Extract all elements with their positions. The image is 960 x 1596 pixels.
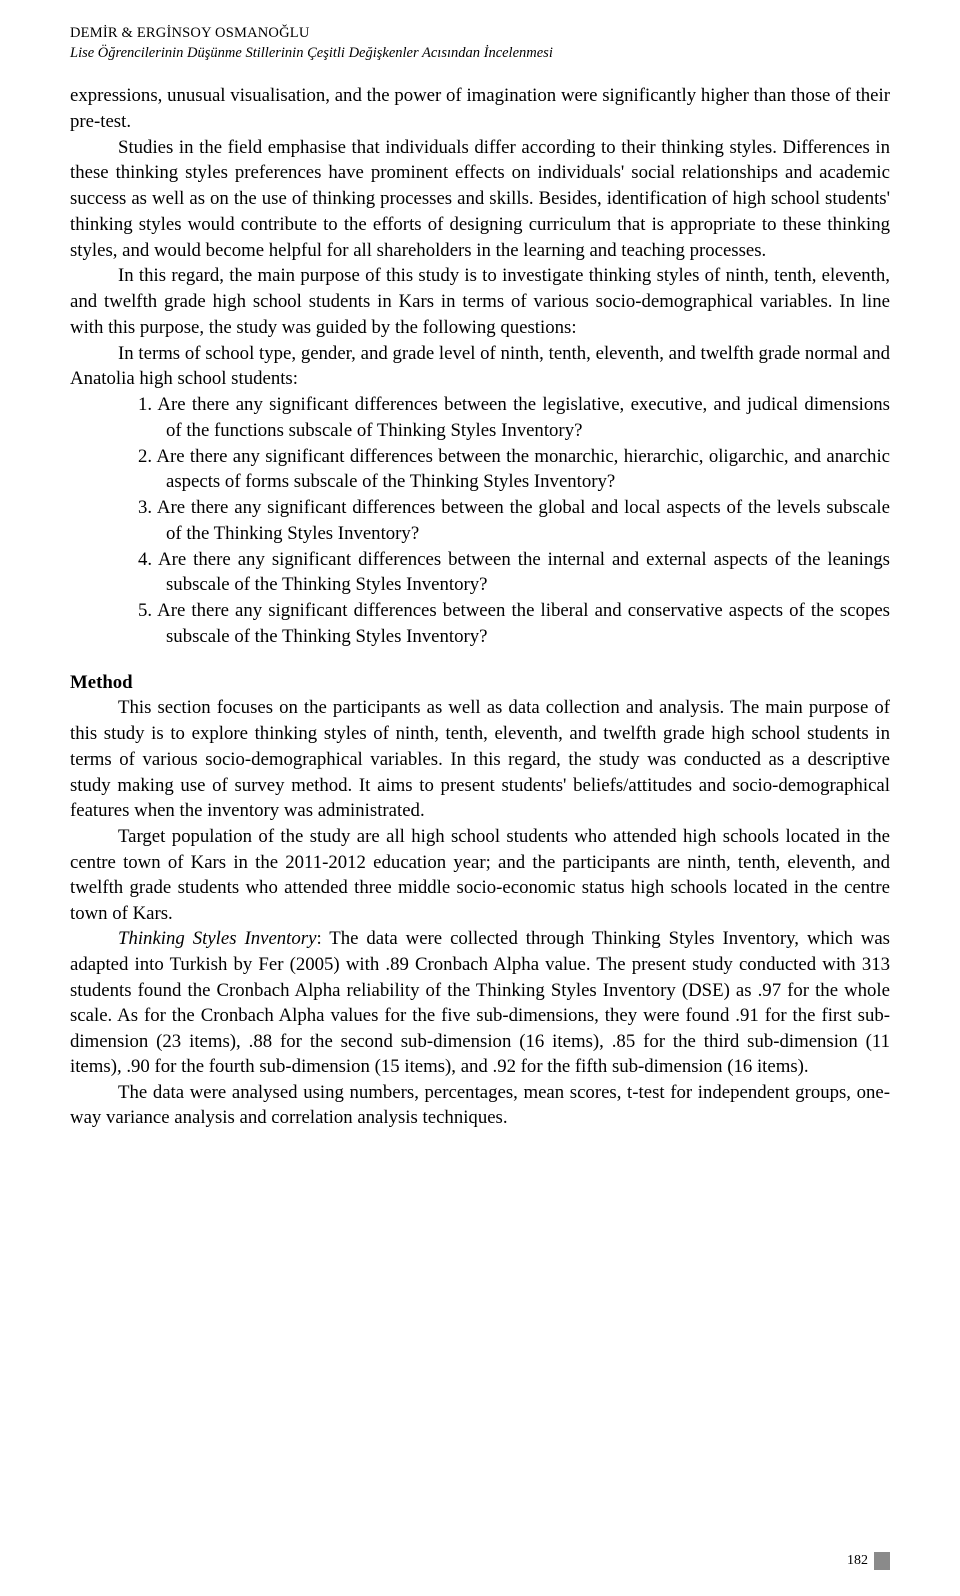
method-p1: This section focuses on the participants…	[70, 695, 890, 824]
page: DEMİR & ERGİNSOY OSMANOĞLU Lise Öğrencil…	[0, 0, 960, 1596]
running-head-authors: DEMİR & ERGİNSOY OSMANOĞLU	[70, 24, 890, 44]
page-footer: 182	[847, 1552, 890, 1570]
paragraph-intro-2: Studies in the field emphasise that indi…	[70, 135, 890, 264]
body-text: expressions, unusual visualisation, and …	[70, 83, 890, 1131]
running-head: DEMİR & ERGİNSOY OSMANOĞLU Lise Öğrencil…	[70, 24, 890, 63]
method-block: Target population of the study are all h…	[70, 824, 890, 1131]
list-item: 1. Are there any significant differences…	[70, 392, 890, 444]
paragraph-intro-3: In this regard, the main purpose of this…	[70, 263, 890, 340]
running-head-subtitle: Lise Öğrencilerinin Düşünme Stillerinin …	[70, 44, 890, 64]
method-heading: Method	[70, 670, 890, 696]
list-item: 2. Are there any significant differences…	[70, 444, 890, 496]
method-p3-lead: Thinking Styles Inventory	[118, 928, 316, 949]
list-item: 4. Are there any significant differences…	[70, 547, 890, 599]
method-p4: The data were analysed using numbers, pe…	[70, 1080, 890, 1131]
list-item: 3. Are there any significant differences…	[70, 495, 890, 547]
paragraph-intro-4: In terms of school type, gender, and gra…	[70, 341, 890, 393]
method-p3: Thinking Styles Inventory: The data were…	[70, 926, 890, 1079]
questions-list: 1. Are there any significant differences…	[70, 392, 890, 650]
method-p3-rest: : The data were collected through Thinki…	[70, 928, 890, 1077]
page-mark-icon	[874, 1552, 890, 1570]
method-p2: Target population of the study are all h…	[70, 824, 890, 926]
page-number: 182	[847, 1553, 868, 1569]
paragraph-intro-1: expressions, unusual visualisation, and …	[70, 83, 890, 135]
list-item: 5. Are there any significant differences…	[70, 598, 890, 650]
